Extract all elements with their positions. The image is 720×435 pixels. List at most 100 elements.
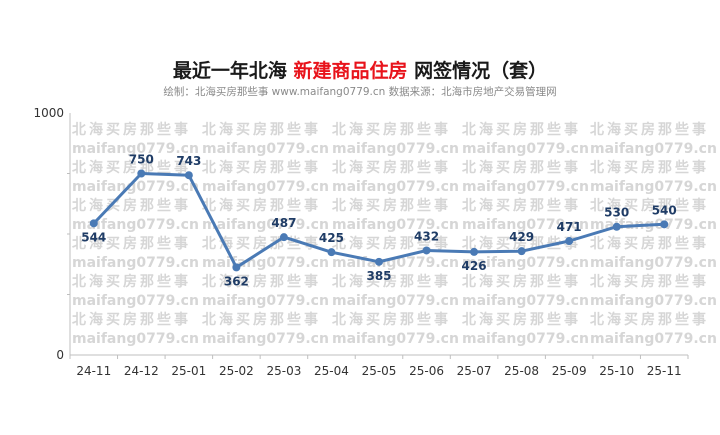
watermark-text: maifang0779.cn bbox=[462, 217, 589, 233]
x-tick-label: 25-08 bbox=[504, 364, 539, 378]
watermark-text: maifang0779.cn bbox=[72, 293, 199, 309]
watermark-text: maifang0779.cn bbox=[332, 179, 459, 195]
title-part-1: 最近一年北海 bbox=[172, 60, 294, 82]
x-tick-label: 25-02 bbox=[219, 364, 254, 378]
data-label: 432 bbox=[414, 229, 439, 243]
watermark-text: 北海买房那些事 bbox=[202, 197, 321, 214]
watermark-text: 北海买房那些事 bbox=[462, 311, 581, 328]
watermark-text: 北海买房那些事 bbox=[462, 197, 581, 214]
watermark-text: maifang0779.cn bbox=[590, 255, 717, 271]
data-point bbox=[612, 222, 621, 231]
watermark-text: 北海买房那些事 bbox=[72, 159, 191, 176]
x-tick-label: 25-06 bbox=[409, 364, 444, 378]
watermark-text: 北海买房那些事 bbox=[202, 273, 321, 290]
watermark-text: 北海买房那些事 bbox=[332, 235, 451, 252]
watermark-text: maifang0779.cn bbox=[72, 141, 199, 157]
watermark-text: 北海买房那些事 bbox=[590, 273, 709, 290]
watermark-text: maifang0779.cn bbox=[202, 293, 329, 309]
watermark-text: maifang0779.cn bbox=[72, 331, 199, 347]
watermark-text: maifang0779.cn bbox=[332, 217, 459, 233]
watermark-text: 北海买房那些事 bbox=[202, 121, 321, 138]
watermark-text: maifang0779.cn bbox=[202, 141, 329, 157]
x-tick-label: 25-11 bbox=[647, 364, 682, 378]
watermark-text: maifang0779.cn bbox=[332, 331, 459, 347]
watermark-text: maifang0779.cn bbox=[202, 217, 329, 233]
x-tick-label: 25-09 bbox=[552, 364, 587, 378]
watermark-text: maifang0779.cn bbox=[202, 255, 329, 271]
data-point bbox=[327, 248, 336, 257]
data-label: 750 bbox=[129, 153, 154, 167]
data-point bbox=[89, 219, 98, 228]
data-point bbox=[184, 171, 193, 180]
x-tick-label: 25-01 bbox=[171, 364, 206, 378]
data-label: 429 bbox=[509, 230, 534, 244]
watermark-text: maifang0779.cn bbox=[462, 293, 589, 309]
data-point bbox=[660, 220, 669, 229]
data-point bbox=[232, 263, 241, 272]
x-tick-label: 25-07 bbox=[457, 364, 492, 378]
data-label: 425 bbox=[319, 231, 344, 245]
data-label: 471 bbox=[557, 220, 582, 234]
watermark-layer: 北海买房那些事maifang0779.cn北海买房那些事maifang0779.… bbox=[72, 121, 717, 347]
data-label: 385 bbox=[366, 269, 391, 283]
watermark-text: maifang0779.cn bbox=[72, 179, 199, 195]
x-tick-label: 24-11 bbox=[76, 364, 111, 378]
data-label: 426 bbox=[462, 259, 487, 273]
watermark-text: 北海买房那些事 bbox=[590, 235, 709, 252]
x-tick-label: 25-10 bbox=[599, 364, 634, 378]
watermark-text: 北海买房那些事 bbox=[462, 273, 581, 290]
watermark-text: 北海买房那些事 bbox=[202, 311, 321, 328]
data-point bbox=[517, 247, 526, 256]
watermark-text: maifang0779.cn bbox=[332, 293, 459, 309]
title-part-3: 网签情况（套） bbox=[407, 60, 548, 82]
x-tick-label: 24-12 bbox=[124, 364, 159, 378]
data-point bbox=[279, 233, 288, 242]
data-point bbox=[565, 237, 574, 246]
y-tick-label: 1000 bbox=[33, 106, 64, 120]
data-label: 743 bbox=[176, 154, 201, 168]
data-label: 362 bbox=[224, 274, 249, 288]
x-tick-label: 25-05 bbox=[362, 364, 397, 378]
watermark-text: 北海买房那些事 bbox=[202, 159, 321, 176]
data-point bbox=[470, 247, 479, 256]
x-tick-label: 25-04 bbox=[314, 364, 349, 378]
watermark-text: 北海买房那些事 bbox=[590, 159, 709, 176]
axis-layer: 0 1000 24-11 24-12 25-01 25-02 25-03 25-04 25-05… bbox=[33, 106, 689, 378]
watermark-text: maifang0779.cn bbox=[202, 331, 329, 347]
x-tick-label: 25-03 bbox=[266, 364, 301, 378]
chart-subtitle: 绘制：北海买房那些事 www.maifang0779.cn 数据来源：北海市房地… bbox=[163, 86, 557, 98]
watermark-text: 北海买房那些事 bbox=[72, 121, 191, 138]
watermark-text: maifang0779.cn bbox=[590, 331, 717, 347]
data-point bbox=[422, 246, 431, 255]
watermark-text: 北海买房那些事 bbox=[590, 311, 709, 328]
watermark-text: maifang0779.cn bbox=[202, 179, 329, 195]
watermark-text: 北海买房那些事 bbox=[590, 121, 709, 138]
watermark-text: maifang0779.cn bbox=[332, 141, 459, 157]
watermark-text: maifang0779.cn bbox=[72, 217, 199, 233]
watermark-text: 北海买房那些事 bbox=[72, 311, 191, 328]
watermark-text: 北海买房那些事 bbox=[332, 311, 451, 328]
y-tick-label: 0 bbox=[56, 348, 64, 362]
watermark-text: maifang0779.cn bbox=[590, 293, 717, 309]
watermark-text: maifang0779.cn bbox=[72, 255, 199, 271]
watermark-text: 北海买房那些事 bbox=[462, 121, 581, 138]
watermark-text: 北海买房那些事 bbox=[72, 235, 191, 252]
watermark-text: 北海买房那些事 bbox=[332, 273, 451, 290]
title-part-2-highlight: 新建商品住房 bbox=[293, 60, 408, 82]
label-layer: 544 750 743 362 487 425 385 432 426 429 471 530 540 bbox=[81, 153, 677, 289]
watermark-text: 北海买房那些事 bbox=[590, 197, 709, 214]
watermark-text: maifang0779.cn bbox=[590, 141, 717, 157]
series-layer bbox=[89, 169, 669, 272]
watermark-text: maifang0779.cn bbox=[462, 255, 589, 271]
data-point bbox=[137, 169, 146, 178]
data-label: 540 bbox=[652, 203, 677, 217]
data-label: 487 bbox=[271, 216, 296, 230]
watermark-text: maifang0779.cn bbox=[590, 179, 717, 195]
watermark-text: 北海买房那些事 bbox=[72, 197, 191, 214]
chart-title: 最近一年北海 新建商品住房 网签情况（套） bbox=[0, 56, 720, 83]
watermark-text: maifang0779.cn bbox=[462, 331, 589, 347]
data-label: 544 bbox=[81, 230, 106, 244]
watermark-text: maifang0779.cn bbox=[462, 179, 589, 195]
watermark-text: 北海买房那些事 bbox=[72, 273, 191, 290]
